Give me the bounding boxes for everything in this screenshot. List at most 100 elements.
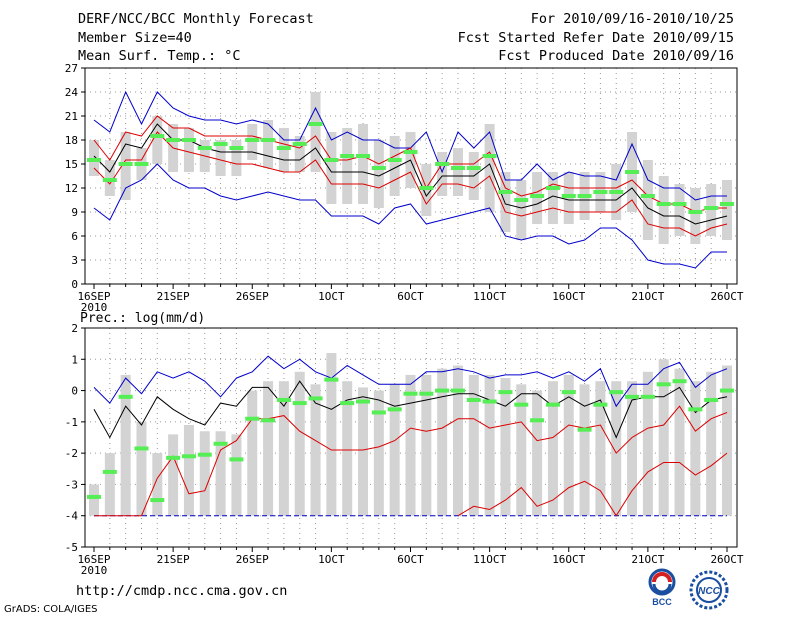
prec-box bbox=[263, 381, 274, 516]
temp-box bbox=[152, 116, 163, 164]
prec-median-mark bbox=[720, 388, 734, 393]
temp-xtick-label: 2010 bbox=[81, 301, 108, 314]
prec-median-mark bbox=[482, 399, 497, 404]
temp-line-mean-plus-sd bbox=[93, 115, 727, 213]
prec-median-mark bbox=[213, 441, 228, 446]
prec-xtick-label: 2010 bbox=[81, 564, 108, 577]
prec-median-mark bbox=[466, 397, 481, 402]
prec-box bbox=[579, 384, 590, 516]
temp-median-mark bbox=[102, 178, 117, 182]
prec-median-mark bbox=[340, 401, 355, 406]
prec-median-mark bbox=[197, 452, 212, 457]
temp-median-mark bbox=[672, 202, 687, 206]
temp-median-mark bbox=[609, 190, 624, 194]
prec-box bbox=[89, 484, 99, 516]
temp-xtick-label: 26SEP bbox=[236, 290, 269, 303]
prec-xtick-label: 16OCT bbox=[552, 553, 585, 566]
temp-ytick-label: 27 bbox=[65, 62, 78, 75]
temp-median-mark bbox=[118, 162, 133, 166]
temp-box bbox=[231, 140, 242, 176]
temp-ytick-label: 3 bbox=[71, 254, 78, 267]
prec-box bbox=[120, 374, 131, 516]
prec-ytick-label: -5 bbox=[65, 541, 78, 554]
prec-box bbox=[627, 381, 638, 516]
temp-box bbox=[326, 132, 337, 204]
prec-box bbox=[342, 381, 353, 516]
prec-box bbox=[611, 381, 622, 516]
temp-line-min bbox=[93, 163, 727, 269]
prec-box bbox=[722, 365, 732, 516]
temp-median-mark bbox=[704, 206, 719, 210]
temp-median-mark bbox=[261, 138, 276, 142]
temp-line-mean-minus-sd bbox=[93, 131, 728, 237]
prec-box bbox=[642, 371, 653, 516]
temp-xtick-label: 26OCT bbox=[710, 290, 743, 303]
prec-box bbox=[247, 390, 258, 516]
prec-ytick-label: -3 bbox=[65, 478, 78, 491]
forecast-period: For 2010/09/16-2010/10/25 bbox=[530, 11, 734, 27]
prec-box bbox=[595, 381, 606, 516]
prec-box bbox=[658, 359, 669, 516]
prec-panel-title: Prec.: log(mm/d) bbox=[80, 311, 205, 326]
prec-median-mark bbox=[530, 418, 545, 423]
prec-box bbox=[104, 453, 115, 516]
bcc-logo-text: BCC bbox=[652, 597, 672, 607]
prec-median-mark bbox=[102, 469, 117, 474]
prec-box bbox=[547, 381, 558, 516]
prec-median-mark bbox=[118, 394, 133, 399]
prec-box bbox=[500, 378, 511, 516]
temp-xtick-label: 21OCT bbox=[631, 290, 664, 303]
ncc-logo: NCC bbox=[689, 570, 729, 610]
prec-ytick-label: -4 bbox=[65, 510, 79, 523]
ncc-logo-text: NCC bbox=[698, 586, 720, 597]
prec-median-mark bbox=[150, 498, 165, 503]
prec-ytick-label: -2 bbox=[65, 447, 78, 460]
prec-median-mark bbox=[640, 394, 655, 399]
temp-median-mark bbox=[545, 186, 560, 190]
prec-box bbox=[278, 381, 289, 516]
start-date: Fcst Started Refer Date 2010/09/15 bbox=[457, 30, 734, 46]
temp-median-mark bbox=[720, 202, 734, 206]
temp-xtick-label: 11OCT bbox=[473, 290, 506, 303]
temp-median-mark bbox=[403, 150, 418, 154]
temp-ytick-label: 21 bbox=[65, 110, 78, 123]
prec-xtick-label: 26SEP bbox=[236, 553, 269, 566]
prec-box bbox=[452, 365, 463, 516]
prec-box bbox=[532, 390, 543, 516]
source-url[interactable]: http://cmdp.ncc.cma.gov.cn bbox=[76, 583, 288, 599]
temp-median-mark bbox=[514, 198, 529, 202]
prec-median-mark bbox=[245, 416, 260, 421]
temp-median-mark bbox=[308, 122, 323, 126]
prec-box bbox=[674, 368, 685, 516]
prec-box bbox=[215, 431, 226, 516]
prec-line-max bbox=[93, 355, 728, 408]
temp-median-mark bbox=[435, 162, 450, 166]
prec-box bbox=[563, 374, 574, 516]
prec-box bbox=[168, 434, 179, 516]
prec-median-mark bbox=[403, 391, 418, 396]
temp-median-mark bbox=[640, 194, 655, 198]
temp-median-mark bbox=[466, 166, 481, 170]
prec-median-mark bbox=[498, 390, 513, 395]
temp-box bbox=[690, 188, 701, 244]
temp-ytick-label: 0 bbox=[71, 278, 78, 291]
temp-ytick-label: 6 bbox=[71, 230, 78, 243]
temp-box bbox=[310, 92, 321, 172]
prec-line-mean-minus-sd bbox=[94, 405, 728, 517]
temp-median-mark bbox=[134, 162, 149, 166]
temp-median-mark bbox=[371, 166, 386, 170]
prec-ytick-label: -1 bbox=[65, 416, 78, 429]
produced-date: Fcst Produced Date 2010/09/16 bbox=[498, 48, 734, 64]
temp-ytick-label: 9 bbox=[71, 206, 78, 219]
grads-credit: GrADS: COLA/IGES bbox=[4, 604, 98, 615]
prec-median-mark bbox=[514, 402, 529, 407]
temp-median-mark bbox=[656, 202, 671, 206]
prec-xtick-label: 21SEP bbox=[157, 553, 190, 566]
prec-median-mark bbox=[625, 394, 640, 399]
temp-ytick-label: 12 bbox=[65, 182, 78, 195]
temp-ytick-label: 24 bbox=[65, 86, 79, 99]
temp-median-mark bbox=[324, 158, 339, 162]
chart-title: DERF/NCC/BCC Monthly Forecast bbox=[78, 11, 314, 27]
prec-box bbox=[389, 384, 400, 516]
temp-box bbox=[516, 180, 527, 240]
